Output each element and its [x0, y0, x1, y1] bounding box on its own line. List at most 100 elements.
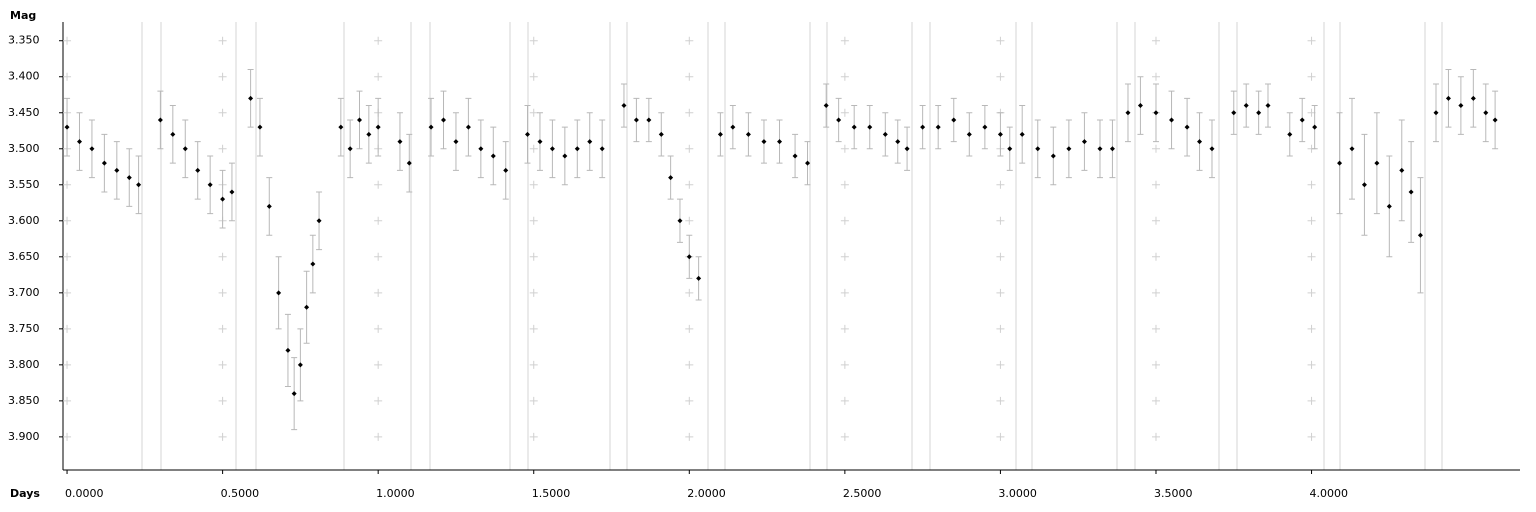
data-point — [347, 146, 353, 152]
y-tick-label: 3.700 — [8, 286, 40, 299]
grid-cross — [996, 396, 1005, 405]
grid-cross — [374, 36, 383, 45]
data-point — [1299, 117, 1305, 123]
data-point — [1399, 167, 1405, 173]
grid-cross — [685, 36, 694, 45]
grid-cross — [840, 144, 849, 153]
data-point — [64, 124, 70, 130]
grid-cross — [685, 288, 694, 297]
x-tick-label: 0.0000 — [65, 487, 104, 500]
grid-cross — [218, 432, 227, 441]
grid-cross — [529, 432, 538, 441]
grid-cross — [1307, 36, 1316, 45]
data-point — [851, 124, 857, 130]
x-tick-label: 2.0000 — [687, 487, 726, 500]
grid-cross — [1307, 324, 1316, 333]
y-tick-label: 3.600 — [8, 214, 40, 227]
y-tick-label: 3.550 — [8, 178, 40, 191]
data-point — [1483, 110, 1489, 116]
data-point — [490, 153, 496, 159]
data-point — [316, 218, 322, 224]
grid-cross — [218, 252, 227, 261]
data-point — [114, 167, 120, 173]
x-tick-label: 3.0000 — [998, 487, 1037, 500]
y-tick-label: 3.450 — [8, 106, 40, 119]
y-tick-label: 3.750 — [8, 322, 40, 335]
data-point — [1408, 189, 1414, 195]
grid-cross — [685, 108, 694, 117]
data-point — [291, 391, 297, 397]
data-point — [1492, 117, 1498, 123]
grid-cross — [63, 288, 72, 297]
grid-cross — [996, 36, 1005, 45]
data-point — [935, 124, 941, 130]
grid-cross — [996, 432, 1005, 441]
grid-cross — [1151, 144, 1160, 153]
data-point — [823, 103, 829, 109]
grid-cross — [685, 324, 694, 333]
data-point — [465, 124, 471, 130]
data-point — [220, 196, 226, 202]
data-point — [366, 131, 372, 137]
grid-cross — [1307, 216, 1316, 225]
data-point — [453, 139, 459, 145]
data-point — [1109, 146, 1115, 152]
grid-cross — [374, 432, 383, 441]
data-point — [836, 117, 842, 123]
data-point — [1137, 103, 1143, 109]
data-point — [549, 146, 555, 152]
grid-cross — [685, 396, 694, 405]
data-point — [1066, 146, 1072, 152]
grid-cross — [1151, 216, 1160, 225]
data-point — [686, 254, 692, 260]
data-point — [304, 304, 310, 310]
x-tick-label: 4.0000 — [1310, 487, 1349, 500]
data-point — [574, 146, 580, 152]
data-point — [157, 117, 163, 123]
data-point — [248, 95, 254, 101]
data-point — [297, 362, 303, 368]
y-tick-label: 3.500 — [8, 142, 40, 155]
grid-cross — [840, 216, 849, 225]
grid-cross — [529, 216, 538, 225]
grid-cross — [996, 216, 1005, 225]
data-point — [1209, 146, 1215, 152]
data-point — [1312, 124, 1318, 130]
data-point — [882, 131, 888, 137]
grid-cross — [996, 324, 1005, 333]
data-point — [646, 117, 652, 123]
data-point — [1097, 146, 1103, 152]
data-point — [1197, 139, 1203, 145]
data-point — [1386, 203, 1392, 209]
data-point — [1231, 110, 1237, 116]
data-point — [406, 160, 412, 166]
data-point — [89, 146, 95, 152]
data-point — [375, 124, 381, 130]
grid-cross — [840, 432, 849, 441]
data-point — [126, 175, 132, 181]
data-point — [805, 160, 811, 166]
y-tick-label: 3.650 — [8, 250, 40, 263]
x-tick-label: 0.5000 — [221, 487, 260, 500]
data-point — [1243, 103, 1249, 109]
data-point — [1433, 110, 1439, 116]
data-point — [1265, 103, 1271, 109]
grid-cross — [685, 216, 694, 225]
grid-cross — [529, 288, 538, 297]
data-point — [1458, 103, 1464, 109]
data-point — [478, 146, 484, 152]
grid-cross — [1151, 180, 1160, 189]
grid-cross — [218, 324, 227, 333]
data-point — [982, 124, 988, 130]
data-point — [599, 146, 605, 152]
data-point — [1169, 117, 1175, 123]
grid-cross — [1307, 288, 1316, 297]
data-point — [136, 182, 142, 188]
grid-cross — [218, 396, 227, 405]
grid-cross — [840, 288, 849, 297]
data-point — [195, 167, 201, 173]
data-point — [562, 153, 568, 159]
data-point — [338, 124, 344, 130]
data-point — [587, 139, 593, 145]
grid-cross — [1307, 252, 1316, 261]
